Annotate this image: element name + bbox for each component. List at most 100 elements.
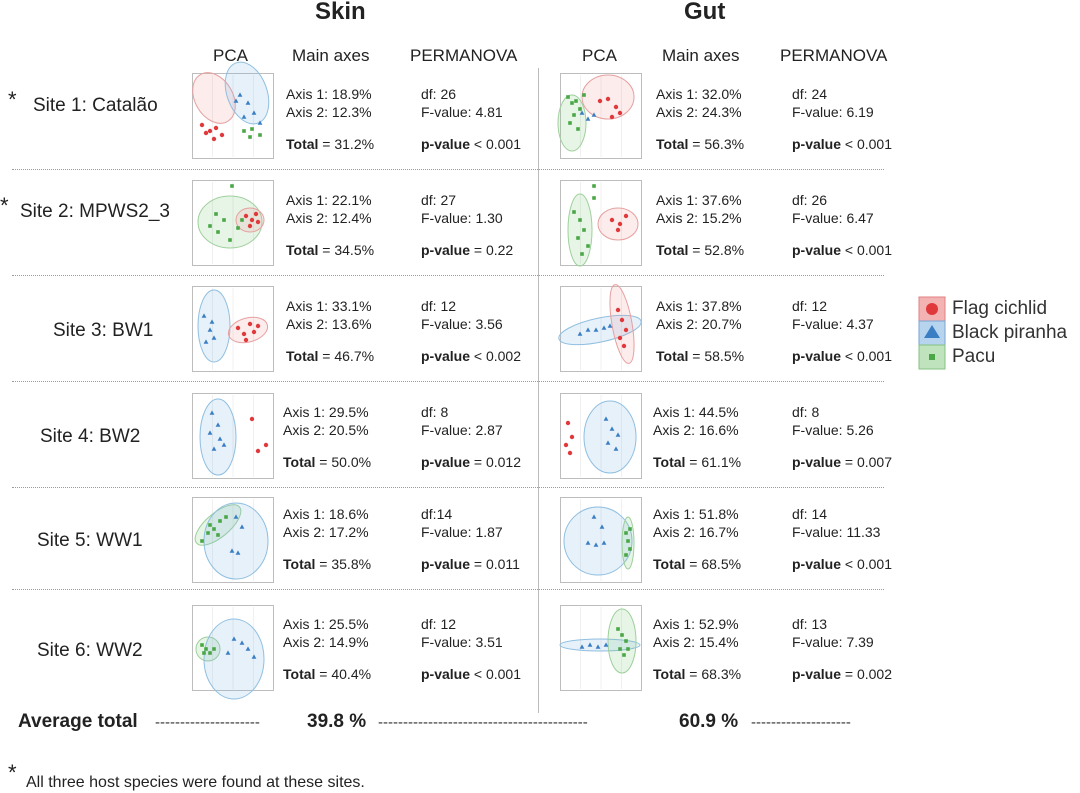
skin-pca-plot-point [255,448,261,454]
legend-marker-black-piranha [924,325,940,338]
gut-pca-plot-point [624,553,628,557]
gut-pca-plot-point [585,540,591,545]
skin-df: df: 8 [421,404,449,420]
skin-pca-plot-point [235,325,241,331]
gut-total-label: Total [656,136,689,152]
gut-f-value: F-value: 11.33 [792,524,881,540]
gut-pca-plot-point [615,227,621,233]
skin-p-value-label: p-value [421,666,471,682]
gut-pca-plot-point [580,252,584,256]
gut-pca-plot-ellipse [558,314,642,346]
skin-pca-plot-point [208,224,212,228]
row-separator [12,487,884,488]
skin-pca-plot-point [203,339,209,344]
gut-pca-plot-point [579,110,585,115]
site-asterisk: * [0,193,9,218]
skin-f-value: F-value: 4.81 [421,104,503,120]
gut-pca-plot [560,497,642,583]
skin-pca-plot-point [201,313,207,318]
skin-pca-plot-ellipse [224,61,270,125]
gut-pca-plot [557,73,642,159]
gut-f-value: F-value: 5.26 [792,422,874,438]
skin-total-value: = 40.4% [315,666,372,682]
gut-pca-plot-point [592,184,596,188]
skin-f-value: F-value: 1.87 [421,524,503,540]
gut-total: Total = 68.3% [653,666,741,682]
gut-total: Total = 52.8% [656,242,744,258]
skin-pca-plot-point [255,323,261,329]
skin-p-value-label: p-value [421,242,471,258]
gut-pca-plot [560,180,642,267]
gut-df: df: 26 [792,192,828,208]
gut-pca-plot [559,605,642,691]
gut-p-value: p-value < 0.001 [792,136,892,152]
gut-pca-plot-point [620,633,624,637]
skin-pca-plot-point [214,212,218,216]
skin-total-label: Total [283,556,316,572]
skin-pca-plot-point [231,636,237,641]
gut-p-value-number: < 0.001 [841,242,893,258]
gut-pca-plot-point [576,127,580,131]
gut-pca-plot-point [587,642,593,647]
skin-pca-plot-point [255,219,261,225]
skin-total-value: = 34.5% [318,242,375,258]
gut-pca-plot-point [601,325,607,330]
gut-p-value-number: = 0.007 [841,454,893,470]
skin-pca-plot [192,61,274,159]
average-skin-value: 39.8 % [307,711,367,732]
gut-pca-plot-point [605,96,611,102]
skin-pca-plot-point [243,337,249,343]
skin-axis1: Axis 1: 22.1% [286,192,372,208]
skin-pca-plot-point [237,92,243,97]
skin-pca-plot-point [224,515,228,519]
gut-pca-plot-point [566,95,570,99]
gut-pca-plot-point [593,327,599,332]
gut-pca-plot-point [621,343,627,349]
gut-total-value: = 68.3% [685,666,742,682]
skin-p-value-number: = 0.012 [470,454,522,470]
skin-pca-plot-point [211,446,217,451]
skin-f-value: F-value: 3.51 [421,634,503,650]
gut-axes-header: Main axes [662,46,740,65]
skin-title: Skin [315,0,366,25]
skin-p-value: p-value = 0.011 [421,556,520,572]
gut-pca-plot-point [616,627,620,631]
skin-pca-plot-ellipse [192,72,236,124]
average-dash-3: -------------------- [751,714,851,731]
gut-total-value: = 56.3% [688,136,745,152]
skin-pca-plot-point [203,130,209,136]
skin-pca-plot-point [221,442,227,447]
skin-axis1: Axis 1: 18.9% [286,86,372,102]
gut-p-value-number: < 0.001 [841,348,893,364]
skin-axis1: Axis 1: 29.5% [283,404,369,420]
gut-p-value: p-value < 0.001 [792,556,892,572]
skin-axes-header: Main axes [292,46,370,65]
skin-total: Total = 46.7% [286,348,374,364]
skin-pca-plot-point [217,436,223,441]
gut-df: df: 24 [792,86,828,102]
gut-p-value-label: p-value [792,454,842,470]
gut-pca-plot-point [628,527,632,531]
skin-axis1: Axis 1: 25.5% [283,616,369,632]
skin-p-value-label: p-value [421,454,471,470]
gut-pca-plot-point [582,93,586,97]
skin-axis2: Axis 2: 12.3% [286,104,372,120]
skin-total-label: Total [286,348,319,364]
skin-df: df: 12 [421,616,457,632]
gut-pca-plot-point [613,446,619,451]
footnote-text: All three host species were found at the… [26,774,365,791]
gut-total-label: Total [653,556,686,572]
skin-pca-plot [192,497,274,583]
footnote-asterisk: * [8,760,17,785]
gut-pca-plot-point [569,434,575,440]
skin-pca-plot-point [257,120,263,125]
skin-p-value-label: p-value [421,136,471,152]
site-label: Site 5: WW1 [37,530,143,551]
skin-p-value-label: p-value [421,556,471,572]
gut-pca-plot-point [592,196,596,200]
skin-pca-plot-point [216,230,220,234]
skin-pca-plot-point [202,651,206,655]
skin-df: df: 26 [421,86,457,102]
gut-pca-plot-point [626,647,630,651]
legend-label-pacu: Pacu [952,346,996,367]
